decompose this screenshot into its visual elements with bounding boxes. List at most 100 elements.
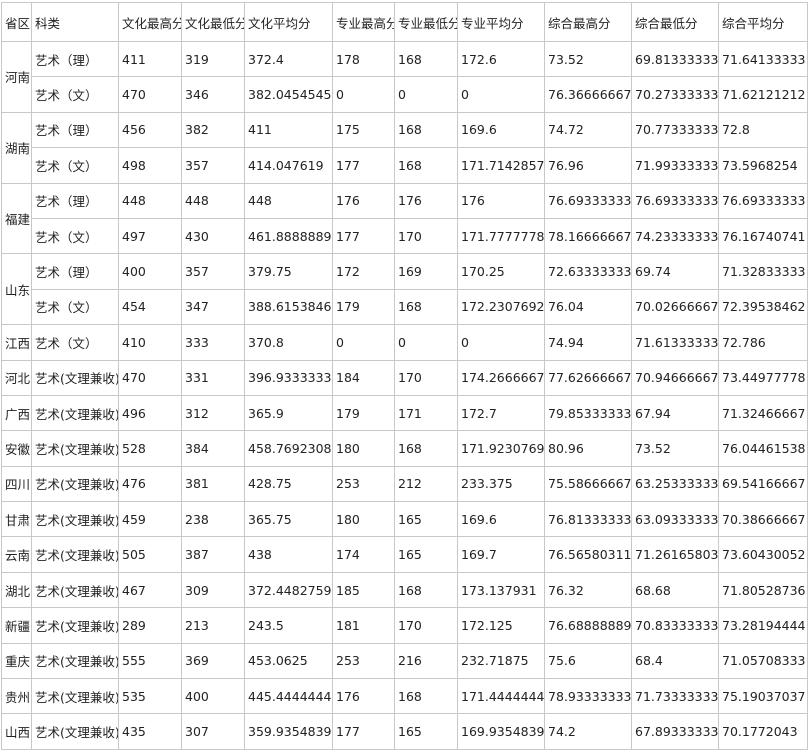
score-cell: 181 <box>332 607 395 644</box>
score-cell: 0 <box>332 76 395 113</box>
header-cell: 专业最低分 <box>394 2 458 42</box>
category-cell: 艺术（文） <box>31 288 119 326</box>
data-row: 贵州 艺术(文理兼收) 535 400 445.4444444 176 168 171.444… <box>1 678 808 715</box>
data-row: 山西 艺术(文理兼收) 435 307 359.9354839 177 165 169.935… <box>1 713 808 750</box>
score-cell: 365.75 <box>244 501 333 538</box>
data-row: 艺术（文） 497 430 461.8888889 177 170 171.7777778 7… <box>2 217 808 255</box>
score-cell: 75.19037037 <box>718 678 808 715</box>
data-row: 艺术（文） 470 346 382.0454545 0 0 0 76.36666667 70.2… <box>2 76 808 113</box>
category-cell: 艺术（文） <box>31 324 119 361</box>
score-cell: 73.52 <box>631 430 719 467</box>
score-cell: 74.72 <box>544 111 632 149</box>
score-cell: 461.8888889 <box>244 217 333 255</box>
score-cell: 70.02666667 <box>631 288 719 326</box>
score-cell: 179 <box>332 288 395 326</box>
score-cell: 78.16666667 <box>544 217 632 255</box>
score-cell: 212 <box>394 465 458 503</box>
category-cell: 艺术(文理兼收) <box>31 394 119 432</box>
score-cell: 388.6153846 <box>244 288 333 326</box>
score-cell: 76.04 <box>544 288 632 326</box>
data-row: 河南 艺术（理） 411 319 372.4 178 168 172.6 73.52 69.813… <box>1 40 808 113</box>
score-cell: 76.68888889 <box>544 607 632 644</box>
score-cell: 168 <box>394 430 458 467</box>
score-cell: 312 <box>181 394 245 432</box>
score-cell: 185 <box>332 571 395 609</box>
category-cell: 艺术（理） <box>31 182 119 219</box>
score-cell: 70.27333333 <box>631 76 719 113</box>
score-cell: 169.7 <box>457 536 545 573</box>
score-cell: 76.69333333 <box>631 182 719 219</box>
score-cell: 331 <box>181 359 245 396</box>
province-cell: 贵州 <box>1 678 32 715</box>
score-cell: 170 <box>394 607 458 644</box>
category-cell: 艺术（文） <box>31 76 119 113</box>
score-cell: 76.96 <box>544 147 632 184</box>
score-cell: 169.6 <box>457 111 545 149</box>
score-cell: 175 <box>332 111 395 149</box>
score-cell: 75.6 <box>544 642 632 680</box>
province-cell: 重庆 <box>1 642 32 680</box>
score-cell: 71.32466667 <box>718 394 808 432</box>
header-cell: 文化平均分 <box>244 2 333 42</box>
score-cell: 382 <box>181 111 245 149</box>
category-cell: 艺术（文） <box>31 217 119 255</box>
score-cell: 67.94 <box>631 394 719 432</box>
data-row: 云南 艺术(文理兼收) 505 387 438 174 165 169.7 76.5658031… <box>1 536 808 573</box>
score-cell: 171.7142857 <box>457 147 545 184</box>
score-cell: 177 <box>332 147 395 184</box>
data-row: 山东 艺术（理） 400 357 379.75 172 169 170.25 72.633333… <box>1 253 808 326</box>
score-cell: 411 <box>244 111 333 149</box>
score-cell: 68.4 <box>631 642 719 680</box>
score-cell: 71.32833333 <box>718 253 808 290</box>
score-cell: 178 <box>332 40 395 78</box>
score-cell: 169.6 <box>457 501 545 538</box>
score-cell: 0 <box>332 324 395 361</box>
score-cell: 176 <box>457 182 545 219</box>
score-cell: 333 <box>181 324 245 361</box>
score-cell: 72.786 <box>718 324 808 361</box>
score-cell: 177 <box>332 713 395 750</box>
province-cell: 河南 <box>1 41 32 113</box>
score-cell: 497 <box>118 217 182 255</box>
data-row: 艺术（文） 498 357 414.047619 177 168 171.7142857 76… <box>2 147 808 184</box>
score-cell: 435 <box>118 713 182 750</box>
score-cell: 213 <box>181 607 245 644</box>
score-cell: 177 <box>332 217 395 255</box>
data-row: 湖南 艺术（理） 456 382 411 175 168 169.6 74.72 70.77333… <box>1 111 808 184</box>
header-cell: 科类 <box>31 2 119 42</box>
score-cell: 448 <box>244 182 333 219</box>
category-cell: 艺术(文理兼收) <box>31 359 119 396</box>
score-cell: 384 <box>181 430 245 467</box>
score-cell: 179 <box>332 394 395 432</box>
score-cell: 172.2307692 <box>457 288 545 326</box>
province-cell: 湖南 <box>1 111 32 184</box>
score-cell: 70.94666667 <box>631 359 719 396</box>
data-row: 四川 艺术(文理兼收) 476 381 428.75 253 212 233.375 75.58… <box>1 465 808 503</box>
score-cell: 169 <box>394 253 458 290</box>
score-cell: 400 <box>118 253 182 290</box>
score-cell: 71.64133333 <box>718 40 808 78</box>
header-cell: 专业平均分 <box>457 2 545 42</box>
province-cell: 安徽 <box>1 430 32 467</box>
score-cell: 476 <box>118 465 182 503</box>
score-cell: 72.63333333 <box>544 253 632 290</box>
score-cell: 233.375 <box>457 465 545 503</box>
score-cell: 307 <box>181 713 245 750</box>
score-cell: 74.94 <box>544 324 632 361</box>
category-cell: 艺术(文理兼收) <box>31 713 119 750</box>
score-cell: 71.26165803 <box>631 536 719 573</box>
score-cell: 535 <box>118 678 182 715</box>
score-cell: 172.6 <box>457 40 545 78</box>
score-cell: 75.58666667 <box>544 465 632 503</box>
score-cell: 79.85333333 <box>544 394 632 432</box>
score-cell: 73.52 <box>544 40 632 78</box>
score-cell: 448 <box>118 182 182 219</box>
score-cell: 165 <box>394 713 458 750</box>
score-cell: 71.73333333 <box>631 678 719 715</box>
score-cell: 78.93333333 <box>544 678 632 715</box>
score-cell: 382.0454545 <box>244 76 333 113</box>
score-cell: 438 <box>244 536 333 573</box>
header-cell: 专业最高分 <box>332 2 395 42</box>
